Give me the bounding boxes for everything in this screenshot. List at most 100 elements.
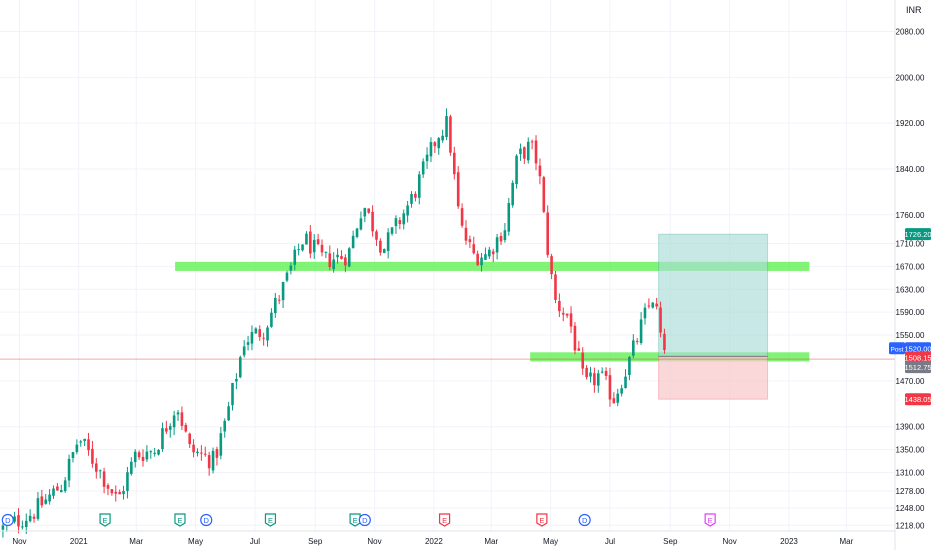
earnings-event-icon[interactable]: E bbox=[536, 513, 548, 527]
earnings-event-icon[interactable]: E bbox=[99, 513, 111, 527]
event-label: E bbox=[103, 516, 108, 525]
candle-up bbox=[153, 452, 156, 454]
candle-down bbox=[655, 303, 658, 307]
candle-up bbox=[289, 265, 293, 271]
dividend-event-icon[interactable]: D bbox=[358, 513, 371, 527]
candle-down bbox=[262, 337, 265, 339]
x-tick-label: 2021 bbox=[70, 537, 88, 546]
y-tick-label: 1630.00 bbox=[896, 285, 925, 294]
earnings-event-icon[interactable]: E bbox=[704, 513, 716, 527]
candle-down bbox=[91, 448, 94, 464]
candle-up bbox=[157, 450, 160, 455]
y-tick-label: 1310.00 bbox=[896, 469, 925, 478]
target-zone[interactable] bbox=[658, 233, 769, 357]
event-label: D bbox=[582, 516, 588, 525]
price-badge-value: 1512.75 bbox=[904, 363, 931, 372]
candle-down bbox=[565, 313, 569, 316]
candle-up bbox=[441, 135, 444, 141]
earnings-event-icon[interactable]: E bbox=[438, 513, 451, 527]
candle-up bbox=[231, 383, 234, 406]
price-badge-value: 1726.20 bbox=[904, 230, 931, 239]
candle-up bbox=[511, 182, 514, 206]
candle-up bbox=[172, 415, 176, 428]
y-tick-label: 2080.00 bbox=[896, 28, 925, 37]
price-badge: 1512.75 bbox=[904, 361, 932, 374]
support-zone-1[interactable] bbox=[175, 261, 810, 271]
event-label: D bbox=[362, 516, 368, 525]
candle-down bbox=[165, 428, 168, 432]
candle-up bbox=[176, 412, 180, 415]
earnings-event-icon[interactable]: E bbox=[349, 513, 361, 527]
candle-up bbox=[13, 516, 16, 522]
candle-down bbox=[534, 140, 538, 164]
event-label: E bbox=[177, 516, 182, 525]
candle-down bbox=[215, 449, 219, 458]
candle-up bbox=[484, 254, 487, 260]
earnings-event-icon[interactable]: E bbox=[264, 513, 277, 527]
candle-up bbox=[359, 218, 363, 230]
candle-down bbox=[95, 463, 98, 472]
candle-down bbox=[476, 253, 479, 266]
stop-loss-zone[interactable] bbox=[658, 355, 769, 400]
x-tick-label: 2022 bbox=[425, 537, 443, 546]
dividend-event-icon[interactable]: D bbox=[200, 513, 213, 527]
candle-down bbox=[118, 491, 121, 495]
candle-up bbox=[312, 239, 316, 253]
y-axis[interactable]: INR 2080.00 2000.00 1920.00 1840.00 1760.00 1… bbox=[896, 5, 925, 530]
candle-up bbox=[589, 372, 592, 377]
candle-up bbox=[390, 227, 394, 234]
candle-down bbox=[141, 457, 145, 461]
y-tick-label: 1840.00 bbox=[896, 165, 925, 174]
candle-up bbox=[242, 346, 246, 356]
y-tick-label: 2000.00 bbox=[896, 73, 925, 82]
candle-down bbox=[491, 251, 495, 255]
candle-up bbox=[507, 203, 511, 232]
earnings-event-icon[interactable]: E bbox=[174, 513, 186, 527]
price-badge-value: 1508.15 bbox=[904, 353, 931, 362]
candle-up bbox=[425, 154, 429, 162]
candle-up bbox=[421, 161, 425, 175]
candle-up bbox=[235, 378, 238, 382]
candle-up bbox=[122, 491, 125, 495]
candle-up bbox=[28, 515, 32, 522]
candle-down bbox=[449, 116, 452, 153]
candle-down bbox=[17, 515, 20, 527]
x-tick-label: Sep bbox=[308, 537, 323, 546]
candle-down bbox=[453, 152, 456, 175]
candle-down bbox=[546, 212, 550, 255]
candle-up bbox=[219, 433, 223, 456]
candle-up bbox=[355, 228, 359, 237]
candle-up bbox=[632, 340, 635, 356]
candle-down bbox=[106, 485, 110, 489]
candle-up bbox=[301, 244, 304, 251]
candle-up bbox=[211, 450, 215, 471]
dividend-event-icon[interactable]: D bbox=[1, 513, 14, 527]
dividend-event-icon[interactable]: D bbox=[578, 513, 591, 527]
candle-down bbox=[472, 244, 476, 254]
candle-down bbox=[184, 425, 188, 432]
y-tick-label: 1248.00 bbox=[896, 504, 925, 513]
x-tick-label: Mar bbox=[839, 537, 853, 546]
candle-up bbox=[429, 142, 433, 157]
candle-down bbox=[585, 367, 588, 378]
candle-down bbox=[542, 177, 546, 212]
session-tag: Post bbox=[889, 342, 905, 355]
candle-up bbox=[130, 461, 133, 474]
candle-down bbox=[612, 398, 616, 404]
x-axis[interactable]: Nov 2021 Mar May Jul Sep Nov 2022 Mar May Jul Sep No… bbox=[12, 537, 853, 546]
long-position-tool[interactable] bbox=[658, 233, 769, 400]
candle-up bbox=[437, 138, 441, 149]
candle-up bbox=[616, 393, 620, 403]
candle-down bbox=[188, 433, 192, 445]
x-tick-label: Sep bbox=[663, 537, 678, 546]
candle-down bbox=[464, 227, 468, 241]
candle-down bbox=[573, 325, 577, 351]
candle-down bbox=[32, 516, 36, 519]
candle-up bbox=[305, 233, 308, 245]
event-label: E bbox=[353, 516, 358, 525]
x-tick-label: Jul bbox=[250, 537, 260, 546]
